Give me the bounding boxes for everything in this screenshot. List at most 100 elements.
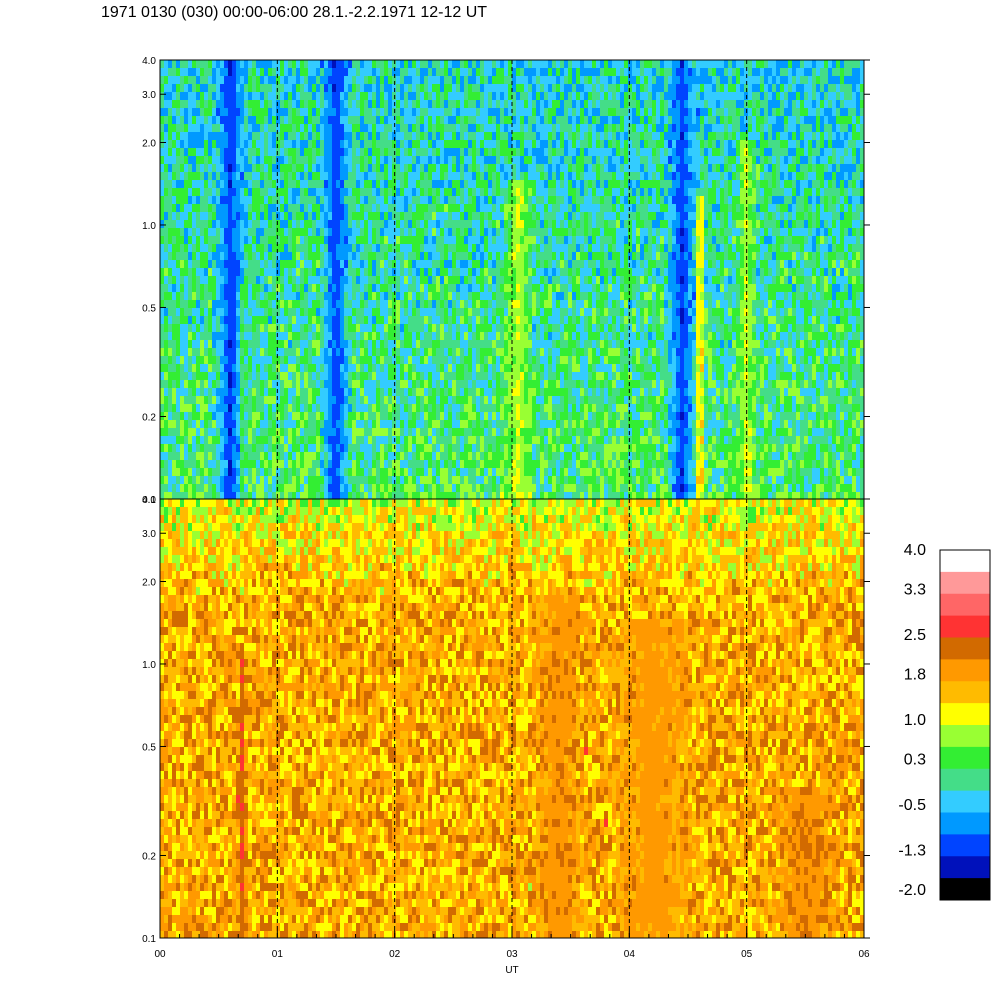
spectrogram-cell	[212, 340, 216, 348]
spectrogram-cell	[516, 268, 520, 276]
spectrogram-cell	[220, 164, 224, 172]
spectrogram-cell	[256, 164, 260, 172]
spectrogram-cell	[204, 236, 208, 244]
spectrogram-cell	[428, 452, 432, 460]
spectrogram-cell	[244, 164, 248, 172]
spectrogram-cell	[372, 108, 376, 116]
spectrogram-cell	[168, 484, 172, 492]
spectrogram-cell	[220, 468, 224, 476]
spectrogram-cell	[392, 428, 396, 436]
spectrogram-cell	[312, 420, 316, 428]
spectrogram-cell	[400, 484, 404, 492]
spectrogram-cell	[180, 220, 184, 228]
spectrogram-cell	[496, 412, 500, 420]
spectrogram-cell	[428, 460, 432, 468]
spectrogram-cell	[196, 92, 200, 100]
spectrogram-cell	[396, 228, 400, 236]
spectrogram-cell	[400, 276, 404, 284]
spectrogram-cell	[508, 172, 512, 180]
spectrogram-cell	[504, 212, 508, 220]
spectrogram-cell	[284, 292, 288, 300]
spectrogram-cell	[372, 140, 376, 148]
spectrogram-cell	[448, 188, 452, 196]
spectrogram-cell	[336, 124, 340, 132]
spectrogram-cell	[196, 300, 200, 308]
spectrogram-cell	[424, 444, 428, 452]
spectrogram-cell	[288, 388, 292, 396]
spectrogram-cell	[264, 452, 268, 460]
spectrogram-cell	[480, 476, 484, 484]
spectrogram-cell	[480, 412, 484, 420]
spectrogram-cell	[380, 452, 384, 460]
spectrogram-cell	[256, 460, 260, 468]
spectrogram-cell	[192, 124, 196, 132]
spectrogram-cell	[388, 188, 392, 196]
spectrogram-cell	[436, 148, 440, 156]
spectrogram-cell	[456, 284, 460, 292]
spectrogram-cell	[224, 204, 228, 212]
spectrogram-cell	[184, 404, 188, 412]
spectrogram-cell	[308, 132, 312, 140]
spectrogram-cell	[280, 420, 284, 428]
spectrogram-cell	[288, 380, 292, 388]
spectrogram-cell	[196, 404, 200, 412]
spectrogram-cell	[504, 396, 508, 404]
spectrogram-cell	[224, 100, 228, 108]
spectrogram-cell	[260, 68, 264, 76]
spectrogram-cell	[216, 188, 220, 196]
spectrogram-cell	[336, 148, 340, 156]
spectrogram-cell	[196, 348, 200, 356]
spectrogram-cell	[216, 100, 220, 108]
spectrogram-cell	[352, 180, 356, 188]
spectrogram-cell	[432, 428, 436, 436]
spectrogram-cell	[304, 212, 308, 220]
spectrogram-cell	[280, 84, 284, 92]
spectrogram-cell	[356, 148, 360, 156]
spectrogram-cell	[480, 124, 484, 132]
spectrogram-cell	[280, 164, 284, 172]
spectrogram-cell	[168, 380, 172, 388]
spectrogram-cell	[224, 356, 228, 364]
spectrogram-cell	[352, 324, 356, 332]
spectrogram-cell	[244, 268, 248, 276]
spectrogram-cell	[448, 468, 452, 476]
spectrogram-cell	[220, 76, 224, 84]
spectrogram-cell	[224, 244, 228, 252]
spectrogram-cell	[372, 420, 376, 428]
spectrogram-cell	[452, 268, 456, 276]
spectrogram-cell	[460, 84, 464, 92]
spectrogram-cell	[388, 316, 392, 324]
spectrogram-cell	[192, 444, 196, 452]
spectrogram-cell	[504, 172, 508, 180]
spectrogram-cell	[432, 140, 436, 148]
spectrogram-cell	[160, 60, 164, 68]
spectrogram-cell	[380, 172, 384, 180]
spectrogram-cell	[444, 276, 448, 284]
spectrogram-cell	[508, 316, 512, 324]
spectrogram-cell	[404, 108, 408, 116]
spectrogram-cell	[428, 316, 432, 324]
spectrogram-cell	[408, 428, 412, 436]
spectrogram-cell	[328, 444, 332, 452]
spectrogram-cell	[408, 340, 412, 348]
spectrogram-cell	[312, 476, 316, 484]
spectrogram-cell	[496, 428, 500, 436]
spectrogram-cell	[340, 420, 344, 428]
spectrogram-cell	[336, 92, 340, 100]
spectrogram-cell	[512, 476, 516, 484]
spectrogram-cell	[432, 132, 436, 140]
spectrogram-cell	[472, 332, 476, 340]
spectrogram-cell	[296, 476, 300, 484]
spectrogram-cell	[492, 68, 496, 76]
spectrogram-cell	[480, 372, 484, 380]
spectrogram-cell	[428, 348, 432, 356]
spectrogram-cell	[508, 284, 512, 292]
spectrogram-cell	[256, 332, 260, 340]
spectrogram-cell	[396, 388, 400, 396]
spectrogram-cell	[196, 164, 200, 172]
spectrogram-cell	[412, 236, 416, 244]
spectrogram-cell	[404, 476, 408, 484]
spectrogram-cell	[460, 172, 464, 180]
spectrogram-cell	[184, 420, 188, 428]
